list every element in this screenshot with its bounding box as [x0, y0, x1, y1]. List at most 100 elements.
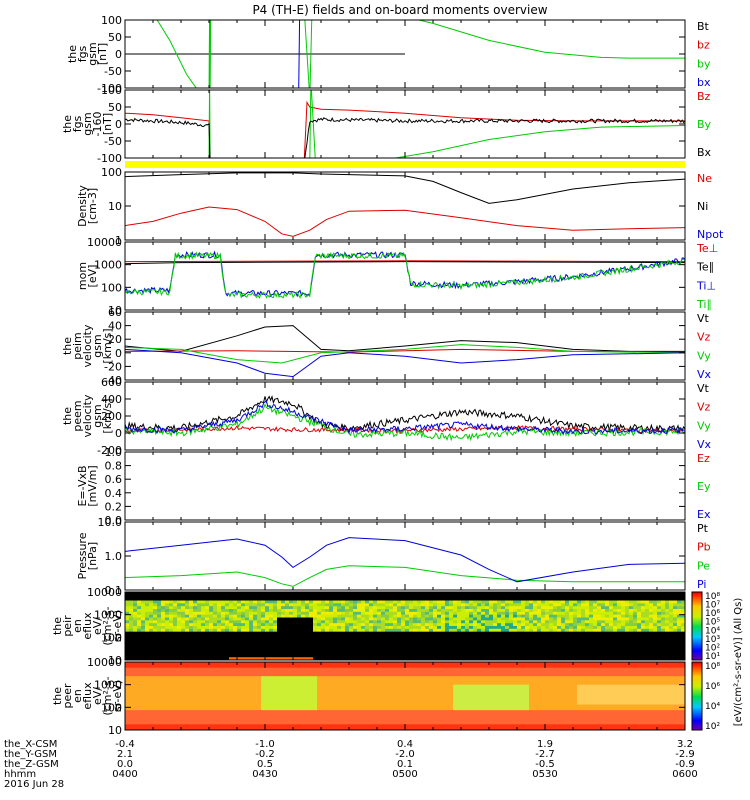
- heatmap-cell: [657, 645, 662, 650]
- heatmap-cell: [133, 724, 138, 728]
- heatmap-cell: [281, 670, 286, 674]
- heatmap-cell: [585, 626, 590, 630]
- heatmap-cell: [325, 634, 330, 638]
- heatmap-cell: [553, 606, 558, 610]
- heatmap-cell: [189, 643, 194, 647]
- heatmap-cell: [277, 620, 282, 624]
- heatmap-cell: [209, 715, 214, 720]
- heatmap-cell: [125, 673, 130, 677]
- heatmap-cell: [293, 623, 298, 627]
- heatmap-cell: [277, 693, 282, 697]
- heatmap-cell: [141, 643, 146, 647]
- heatmap-cell: [517, 597, 522, 601]
- heatmap-cell: [345, 631, 350, 635]
- heatmap-cell: [217, 664, 222, 669]
- heatmap-cell: [653, 651, 658, 655]
- heatmap-cell: [485, 657, 490, 660]
- heatmap-cell: [601, 637, 606, 641]
- heatmap-cell: [289, 631, 294, 635]
- heatmap-cell: [541, 640, 546, 644]
- heatmap-cell: [469, 617, 474, 621]
- heatmap-cell: [381, 594, 386, 599]
- heatmap-cell: [585, 643, 590, 647]
- heatmap-cell: [129, 707, 134, 711]
- legend-entry: Vz: [697, 401, 711, 414]
- heatmap-cell: [437, 623, 442, 627]
- heatmap-cell: [433, 640, 438, 644]
- legend-entry: Ey: [697, 480, 711, 493]
- heatmap-cell: [201, 631, 206, 635]
- heatmap-cell: [265, 603, 270, 607]
- heatmap-cell: [501, 631, 506, 635]
- heatmap-cell: [621, 606, 626, 610]
- heatmap-cell: [173, 597, 178, 601]
- heatmap-cell: [433, 634, 438, 638]
- heatmap-cell: [653, 648, 658, 652]
- heatmap-cell: [469, 628, 474, 633]
- heatmap-cell: [449, 597, 454, 601]
- heatmap-cell: [585, 654, 590, 658]
- heatmap-cell: [241, 679, 246, 683]
- heatmap-cell: [573, 634, 578, 638]
- heatmap-cell: [129, 696, 134, 700]
- heatmap-cell: [457, 606, 462, 610]
- heatmap-cell: [433, 600, 438, 604]
- heatmap-cell: [373, 603, 378, 607]
- heatmap-cell: [205, 679, 210, 683]
- heatmap-cell: [197, 657, 202, 660]
- heatmap-cell: [137, 721, 142, 725]
- legend-entry: Ne: [697, 172, 712, 185]
- heatmap-cell: [173, 617, 178, 621]
- heatmap-cell: [377, 594, 382, 599]
- heatmap-cell: [309, 654, 314, 658]
- heatmap-cell: [245, 626, 250, 630]
- heatmap-cell: [549, 631, 554, 635]
- heatmap-cell: [657, 648, 662, 652]
- heatmap-cell: [133, 662, 138, 666]
- heatmap-cell: [169, 673, 174, 677]
- heatmap-cell: [641, 645, 646, 650]
- heatmap-cell: [125, 679, 130, 683]
- y-axis-label: fgs: [71, 115, 84, 132]
- heatmap-cell: [429, 626, 434, 630]
- heatmap-cell: [245, 651, 250, 655]
- heatmap-cell: [369, 620, 374, 624]
- heatmap-cell: [349, 628, 354, 633]
- heatmap-cell: [329, 628, 334, 633]
- heatmap-cell: [397, 620, 402, 624]
- heatmap-cell: [337, 645, 342, 650]
- heatmap-cell: [293, 684, 298, 688]
- heatmap-cell: [621, 623, 626, 627]
- heatmap-cell: [141, 600, 146, 604]
- heatmap-cell: [245, 696, 250, 700]
- heatmap-cell: [465, 620, 470, 624]
- heatmap-cell: [437, 600, 442, 604]
- heatmap-cell: [585, 628, 590, 633]
- heatmap-cell: [305, 611, 310, 616]
- heatmap-cell: [541, 654, 546, 658]
- heatmap-cell: [273, 645, 278, 650]
- heatmap-cell: [401, 620, 406, 624]
- heatmap-cell: [357, 600, 362, 604]
- heatmap-cell: [229, 698, 234, 703]
- heatmap-cell: [169, 701, 174, 705]
- heatmap-cell: [377, 609, 382, 613]
- heatmap-cell: [293, 611, 298, 616]
- heatmap-cell: [497, 609, 502, 613]
- heatmap-cell: [153, 713, 158, 717]
- heatmap-cell: [273, 721, 278, 725]
- lines-ve: [125, 395, 685, 442]
- heatmap-cell: [145, 698, 150, 703]
- heatmap-cell: [433, 626, 438, 630]
- heatmap-cell: [269, 724, 274, 728]
- heatmap-cell: [441, 600, 446, 604]
- heatmap-cell: [585, 617, 590, 621]
- heatmap-cell: [309, 617, 314, 621]
- heatmap-cell: [321, 623, 326, 627]
- heatmap-cell: [533, 611, 538, 616]
- heatmap-cell: [433, 657, 438, 660]
- heatmap-cell: [161, 600, 166, 604]
- heatmap-cell: [585, 592, 590, 596]
- legend-entry: Npot: [697, 228, 724, 241]
- heatmap-cell: [521, 594, 526, 599]
